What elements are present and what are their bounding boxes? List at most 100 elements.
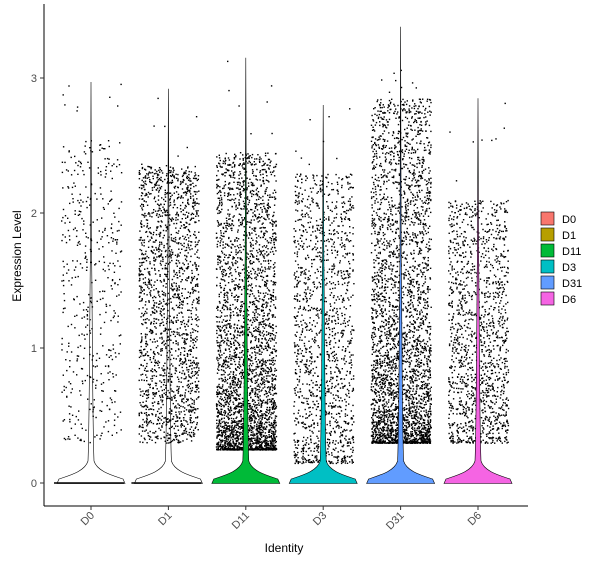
data-point <box>105 421 107 423</box>
data-point <box>220 410 222 413</box>
data-point <box>259 179 261 181</box>
data-point <box>82 201 84 203</box>
data-point <box>259 411 261 413</box>
data-point <box>154 353 156 356</box>
data-point <box>153 209 155 211</box>
data-point <box>255 175 257 177</box>
data-point <box>264 283 266 286</box>
data-point <box>181 423 183 425</box>
data-point <box>195 341 197 343</box>
data-point <box>220 232 222 234</box>
data-point <box>275 191 277 194</box>
data-point <box>233 425 236 428</box>
data-point <box>247 310 249 312</box>
data-point <box>272 291 275 294</box>
data-point <box>250 181 252 184</box>
data-point <box>220 291 222 294</box>
data-point <box>69 202 71 205</box>
data-point <box>236 245 239 247</box>
data-point <box>191 276 193 279</box>
data-point <box>176 420 178 422</box>
data-point <box>170 287 172 289</box>
data-point <box>173 330 175 333</box>
data-point <box>140 184 142 186</box>
data-point <box>183 179 185 181</box>
data-point <box>233 158 236 160</box>
data-point <box>267 302 269 304</box>
data-point <box>177 293 179 295</box>
data-point <box>267 371 269 373</box>
data-point <box>183 338 186 340</box>
data-point <box>274 306 276 308</box>
data-point <box>265 209 267 211</box>
data-point <box>170 319 173 322</box>
data-point <box>233 408 235 410</box>
data-point <box>104 148 106 150</box>
data-point <box>264 432 267 434</box>
data-point <box>170 426 173 428</box>
data-point <box>241 436 243 438</box>
data-point <box>173 397 176 399</box>
data-point <box>188 229 190 232</box>
data-point <box>167 335 169 338</box>
data-point <box>138 308 140 310</box>
data-point <box>257 409 259 411</box>
data-point <box>266 446 268 448</box>
data-point <box>150 172 152 174</box>
data-point <box>259 254 261 256</box>
data-point <box>234 156 237 158</box>
data-point <box>160 386 162 388</box>
data-point <box>251 389 254 392</box>
data-point <box>189 392 192 395</box>
data-point <box>186 188 188 190</box>
data-point <box>234 288 236 290</box>
data-point <box>265 377 268 380</box>
data-point <box>267 204 270 206</box>
data-point <box>256 258 258 260</box>
data-point <box>92 221 94 223</box>
data-point <box>235 432 237 434</box>
data-point <box>241 259 243 261</box>
data-point <box>117 416 119 418</box>
data-point <box>252 255 254 257</box>
data-point <box>220 197 223 199</box>
data-point <box>216 386 219 389</box>
data-point <box>246 235 248 237</box>
data-point <box>272 424 275 426</box>
data-point <box>98 357 101 359</box>
data-point <box>228 218 230 220</box>
data-point <box>264 436 267 438</box>
data-point <box>102 206 105 209</box>
data-point <box>120 334 122 336</box>
data-point <box>243 287 245 290</box>
data-point <box>66 396 68 398</box>
data-point <box>233 449 236 451</box>
data-point <box>229 354 231 356</box>
data-point <box>221 166 223 168</box>
data-point <box>180 405 182 407</box>
data-point <box>237 379 240 381</box>
data-point <box>161 243 163 245</box>
data-point <box>191 361 194 364</box>
data-point <box>234 245 236 248</box>
data-point <box>158 207 160 209</box>
data-point <box>154 359 156 361</box>
data-point <box>261 246 264 248</box>
data-point <box>181 300 183 303</box>
data-point <box>268 332 270 334</box>
data-point <box>265 342 268 344</box>
data-point <box>256 319 258 321</box>
data-point <box>227 192 229 195</box>
data-point <box>145 414 148 416</box>
data-point <box>192 277 195 279</box>
data-point <box>254 395 257 397</box>
data-point <box>99 144 102 146</box>
data-point <box>166 214 168 216</box>
data-point <box>252 362 254 365</box>
data-point <box>97 172 100 174</box>
data-point <box>265 439 267 442</box>
data-point <box>234 378 236 380</box>
data-point <box>235 424 238 426</box>
data-point <box>187 398 189 401</box>
data-point <box>144 194 146 197</box>
